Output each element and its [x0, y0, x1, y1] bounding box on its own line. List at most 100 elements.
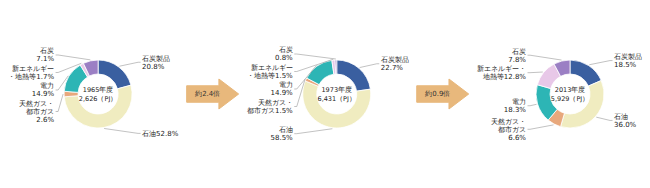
slice-label-group: 石油58.5% [271, 126, 294, 142]
data-label: 石油36.0% [614, 113, 637, 129]
leader-line [294, 54, 336, 59]
data-label-line: 36.0% [614, 121, 637, 129]
data-label-line: 都市ガス [498, 126, 526, 134]
arrow [187, 79, 239, 109]
data-label: 天然ガス・都市ガス2.6% [19, 100, 54, 124]
data-label-line: 石炭製品 [142, 55, 170, 63]
data-label-line: 新エネルギー・ [477, 65, 526, 73]
data-label-line: 天然ガス・ [491, 118, 526, 126]
slice-label-group: 石油52.8% [142, 130, 179, 138]
data-label-line: 石炭 [512, 48, 526, 56]
data-label-line: ・地熱等1.7% [8, 73, 54, 81]
slice-label-group: 石炭製品18.5% [614, 53, 642, 69]
data-label: 新エネルギー・地熱等1.7% [8, 65, 54, 81]
leader-line [56, 55, 91, 60]
data-label: 石炭7.1% [36, 47, 54, 63]
leader-line [294, 59, 333, 71]
leader-line [104, 128, 140, 133]
wedge [303, 81, 371, 128]
data-label-line: 58.5% [271, 134, 294, 142]
data-label: 電力18.3% [504, 98, 527, 114]
data-label-line: 0.8% [275, 54, 293, 62]
slice-label-group: 石炭0.8% [275, 46, 293, 62]
data-label-line: 18.3% [504, 106, 527, 114]
leader-line [528, 104, 537, 105]
data-label: 石炭製品22.7% [381, 56, 409, 72]
slice-label-group: 天然ガス・都市ガス1.5% [247, 99, 293, 115]
data-label-line: 石油 [279, 126, 293, 134]
annotation: 約2.4倍 [195, 90, 220, 98]
data-label: 電力14.9% [271, 81, 294, 97]
data-label-line: 7.8% [508, 56, 526, 64]
wedges [536, 60, 604, 128]
wedge [335, 60, 337, 74]
leader-line [294, 129, 332, 134]
leader-line [119, 62, 140, 66]
chart-title: 1965年度 [83, 86, 114, 94]
arrow [417, 79, 469, 109]
data-label-line: 都市ガス [26, 108, 54, 116]
slice-label-group: 新エネルギー・地熱等1.7% [8, 65, 54, 81]
data-label-line: 地熱等12.8% [482, 73, 527, 81]
data-label-line: 都市ガス1.5% [247, 107, 293, 115]
data-label: 石油58.5% [271, 126, 294, 142]
data-label-line: 14.9% [271, 89, 294, 97]
slice-label-group: 電力18.3% [504, 98, 527, 114]
data-label-line: 石炭 [40, 47, 54, 55]
data-label: 新エネルギー・地熱等12.8% [477, 65, 526, 81]
data-label-line: 石油 [614, 113, 628, 121]
data-label: 石炭7.8% [508, 48, 526, 64]
data-label: 天然ガス・都市ガス6.6% [491, 118, 526, 142]
slice-label-group: 石炭製品20.8% [142, 55, 170, 71]
data-label-line: 新エネルギー [251, 64, 293, 72]
chart-subtitle: 2,626（PJ） [79, 95, 117, 103]
donut-chart: 石炭製品22.7%石油58.5%天然ガス・都市ガス1.5%電力14.9%新エネル… [247, 46, 409, 142]
data-label-line: 20.8% [142, 63, 165, 71]
donut-chart: 石炭製品20.8%石油52.8%天然ガス・都市ガス2.6%電力14.9%新エネル… [8, 47, 178, 137]
wedge [83, 60, 98, 76]
data-label-line: 石炭製品 [381, 56, 409, 64]
leader-line [528, 72, 543, 74]
slice-label-group: 天然ガス・都市ガス2.6% [19, 100, 54, 124]
wedges [64, 60, 132, 128]
data-label-line: 電力 [512, 98, 526, 106]
slice-label-group: 石油36.0% [614, 113, 637, 129]
leader-line [596, 117, 612, 120]
slice-label-group: 電力14.9% [32, 82, 55, 98]
data-label-line: 石油52.8% [142, 130, 179, 138]
slice-label-group: 新エネルギー・地熱等12.8% [477, 65, 526, 81]
data-label-line: 電力 [40, 82, 54, 90]
data-label-line: 7.1% [36, 55, 54, 63]
leader-line [360, 64, 380, 68]
data-label-line: 天然ガス・ [19, 100, 54, 108]
data-label-line: 新エネルギー [12, 65, 54, 73]
leader-line [589, 61, 612, 65]
chart-title: 2013年度 [555, 86, 586, 94]
chart-root: 石炭製品20.8%石油52.8%天然ガス・都市ガス2.6%電力14.9%新エネル… [0, 0, 650, 188]
chart-subtitle: 6,431（PJ） [318, 95, 356, 103]
leader-line [56, 63, 82, 72]
data-label: 電力14.9% [32, 82, 55, 98]
leader-line [56, 76, 69, 90]
chart-subtitle: 5,929（PJ） [551, 95, 589, 103]
data-label-line: 石炭 [279, 46, 293, 54]
data-label-line: ・地熱等1.5% [247, 72, 293, 80]
data-label: 新エネルギー・地熱等1.5% [247, 64, 293, 80]
data-label-line: 電力 [279, 81, 293, 89]
slice-label-group: 石炭7.8% [508, 48, 526, 64]
slice-label-group: 石炭7.1% [36, 47, 54, 63]
chart-title: 1973年度 [321, 86, 352, 94]
wedge [98, 60, 131, 89]
wedge [554, 60, 570, 76]
leader-line [294, 65, 316, 89]
wedges [303, 60, 371, 128]
annotation: 約0.9倍 [425, 90, 450, 98]
data-label: 石炭製品20.8% [142, 55, 170, 71]
leader-line [528, 55, 562, 60]
data-label: 石炭0.8% [275, 46, 293, 62]
data-label-line: 14.9% [32, 90, 55, 98]
slice-label-group: 新エネルギー・地熱等1.5% [247, 64, 293, 80]
data-label-line: 2.6% [36, 116, 54, 124]
data-label: 天然ガス・都市ガス1.5% [247, 99, 293, 115]
leader-line [56, 94, 64, 111]
